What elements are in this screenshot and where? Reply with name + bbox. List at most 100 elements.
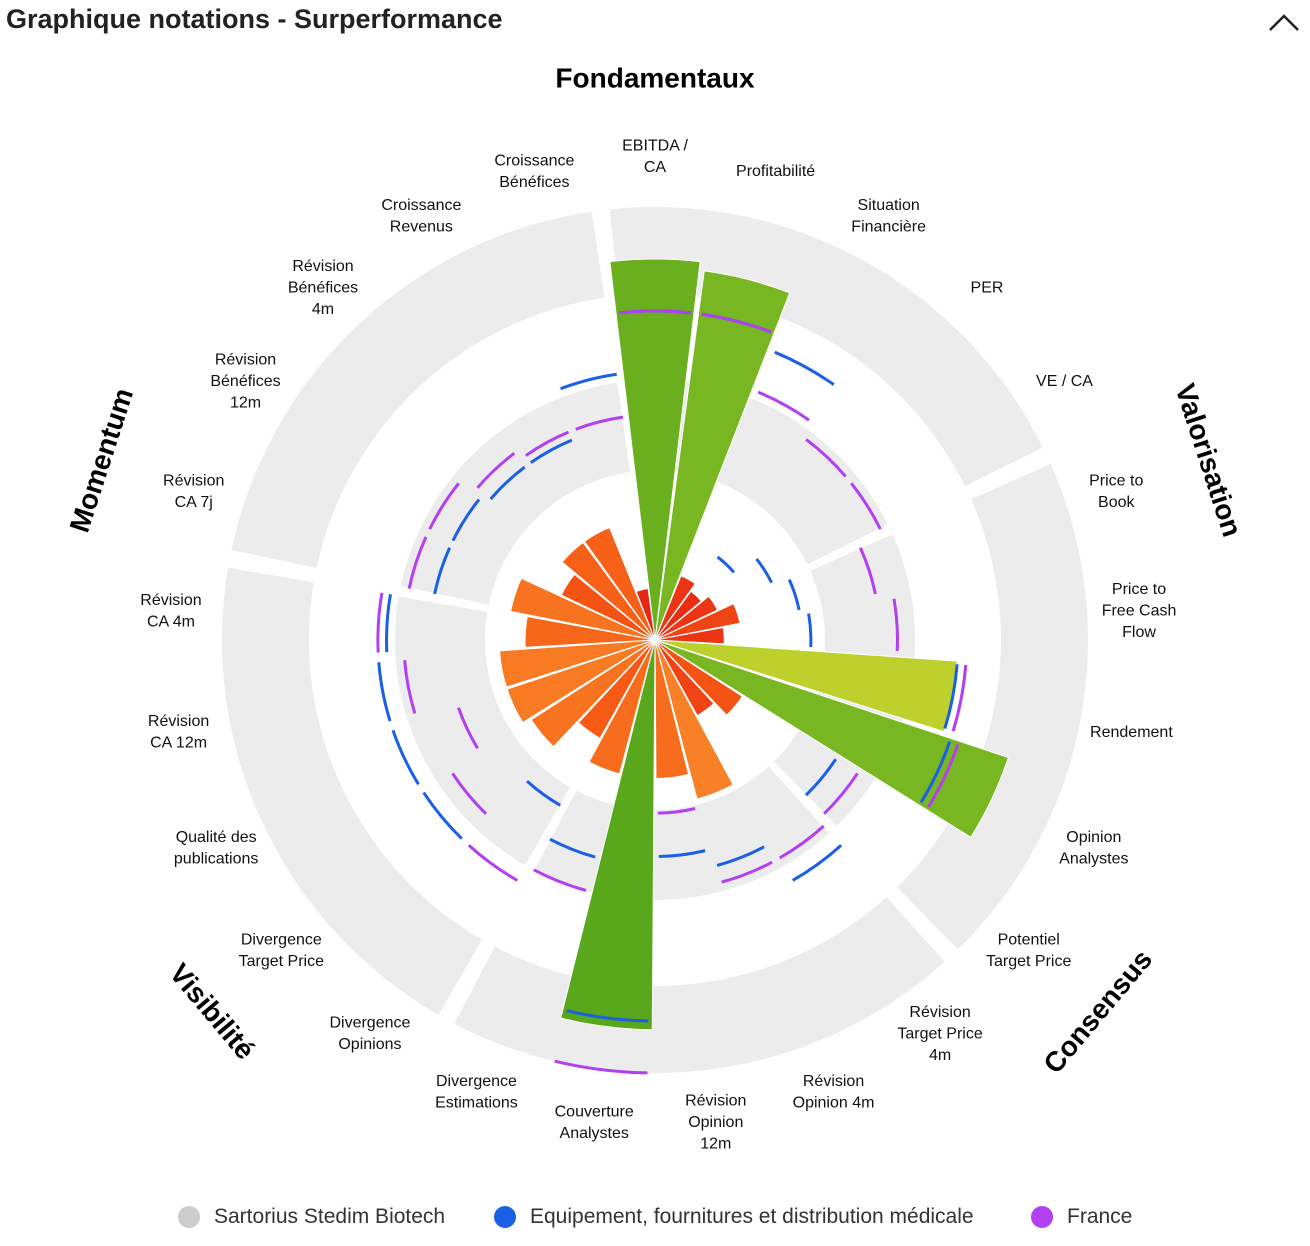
country-arc	[376, 592, 384, 653]
country-arc	[805, 438, 847, 478]
sector-arc	[716, 555, 736, 574]
sector-arc	[943, 664, 959, 730]
legend-item-company[interactable]: Sartorius Stedim Biotech	[178, 1202, 445, 1232]
legend-item-country[interactable]: France	[1031, 1202, 1132, 1232]
company-bar[interactable]	[561, 541, 656, 641]
legend-swatch	[494, 1206, 516, 1228]
category-label: Profitabilité	[736, 163, 815, 180]
collapse-button[interactable]	[1266, 6, 1302, 36]
country-arc	[554, 1059, 648, 1075]
group-band	[231, 211, 605, 569]
company-bar[interactable]	[506, 639, 656, 724]
sector-arc	[385, 594, 392, 653]
company-bar[interactable]	[583, 526, 656, 641]
category-label: Opinion Analystes	[1059, 829, 1128, 868]
company-bar[interactable]	[509, 577, 656, 641]
category-label: Couverture Analystes	[555, 1103, 634, 1142]
category-label: Révision CA 12m	[148, 713, 209, 752]
category-label: Révision Opinion 4m	[793, 1073, 875, 1112]
category-label: Révision Bénéfices 12m	[210, 352, 280, 412]
country-arc	[721, 860, 773, 884]
company-bar[interactable]	[609, 258, 701, 641]
legend-label: France	[1067, 1205, 1133, 1228]
sector-arc	[560, 372, 617, 391]
legend-item-sector[interactable]: Equipement, fournitures et distribution …	[494, 1202, 974, 1232]
company-bar[interactable]	[635, 587, 656, 641]
category-label: Qualité des publications	[174, 829, 259, 868]
country-arc	[451, 772, 487, 815]
category-label: EBITDA / CA	[622, 137, 688, 176]
benchmark-arcs	[376, 309, 968, 1075]
group-label: Momentum	[64, 384, 140, 536]
category-labels: EBITDA / CA Profitabilité Situation Financiè…	[140, 137, 1176, 1152]
sector-arc	[529, 438, 573, 464]
group-band	[534, 766, 829, 901]
company-bar[interactable]	[654, 626, 725, 645]
category-label: Divergence Opinions	[329, 1015, 410, 1054]
country-arc	[779, 824, 825, 860]
group-band	[394, 596, 570, 866]
category-label: Price to Free Cash Flow	[1102, 581, 1177, 641]
chart-header: Graphique notations - Surperformance	[0, 0, 1310, 44]
sector-arc	[774, 350, 835, 386]
company-bar[interactable]	[530, 639, 656, 748]
chevron-up-icon	[1269, 14, 1299, 31]
legend-swatch	[1031, 1206, 1053, 1228]
company-bar[interactable]	[654, 639, 734, 800]
group-label: Visibilité	[164, 958, 261, 1066]
category-label: Croissance Revenus	[381, 197, 461, 236]
category-label: Révision CA 4m	[140, 592, 201, 631]
sector-arc	[566, 1009, 649, 1023]
company-bar[interactable]	[560, 639, 656, 1031]
legend-label: Equipement, fournitures et distribution …	[530, 1205, 974, 1228]
sector-arc	[549, 837, 596, 859]
country-arc	[457, 707, 479, 750]
sector-arc	[489, 465, 526, 501]
company-bar[interactable]	[654, 603, 741, 641]
sector-arc	[526, 780, 562, 807]
company-bar[interactable]	[654, 575, 697, 641]
category-label: Rendement	[1090, 724, 1173, 741]
company-bar[interactable]	[498, 639, 656, 688]
company-bar[interactable]	[654, 639, 1009, 839]
company-bar[interactable]	[654, 595, 719, 641]
country-arc	[892, 598, 899, 652]
company-bar[interactable]	[654, 270, 791, 641]
category-label: Potentiel Target Price	[986, 931, 1071, 970]
company-bar[interactable]	[577, 639, 656, 739]
sector-arc	[422, 791, 463, 840]
country-arc	[951, 664, 968, 732]
category-label: Révision CA 7j	[163, 472, 224, 511]
company-bar[interactable]	[654, 639, 715, 717]
sector-arc	[716, 845, 765, 867]
category-label: Révision Bénéfices 4m	[288, 258, 358, 318]
country-arc	[757, 390, 810, 422]
company-bar[interactable]	[524, 615, 656, 648]
company-bar[interactable]	[654, 590, 703, 641]
group-label: Valorisation	[1169, 380, 1248, 541]
legend-swatch	[178, 1206, 200, 1228]
sector-arc	[377, 662, 392, 722]
country-arc	[403, 660, 417, 714]
sector-arc	[755, 558, 773, 584]
country-arc	[524, 430, 570, 457]
company-bar[interactable]	[588, 639, 656, 775]
company-bar[interactable]	[654, 639, 690, 780]
country-arc	[657, 807, 696, 815]
country-arc	[927, 743, 960, 808]
sector-arc	[804, 758, 837, 797]
sector-arc	[433, 547, 451, 595]
group-band	[400, 382, 631, 605]
category-label: Croissance Bénéfices	[494, 152, 574, 191]
sector-arc	[787, 579, 801, 611]
company-bar[interactable]	[560, 573, 656, 641]
country-arc	[407, 536, 428, 589]
category-label: Divergence Target Price	[239, 931, 324, 970]
company-bar[interactable]	[654, 639, 744, 716]
sector-arc	[658, 849, 706, 858]
category-label: Révision Target Price 4m	[897, 1004, 982, 1064]
sector-arc	[919, 741, 952, 804]
country-arc	[428, 482, 460, 530]
country-arc	[533, 868, 587, 892]
sector-arc	[391, 729, 420, 786]
